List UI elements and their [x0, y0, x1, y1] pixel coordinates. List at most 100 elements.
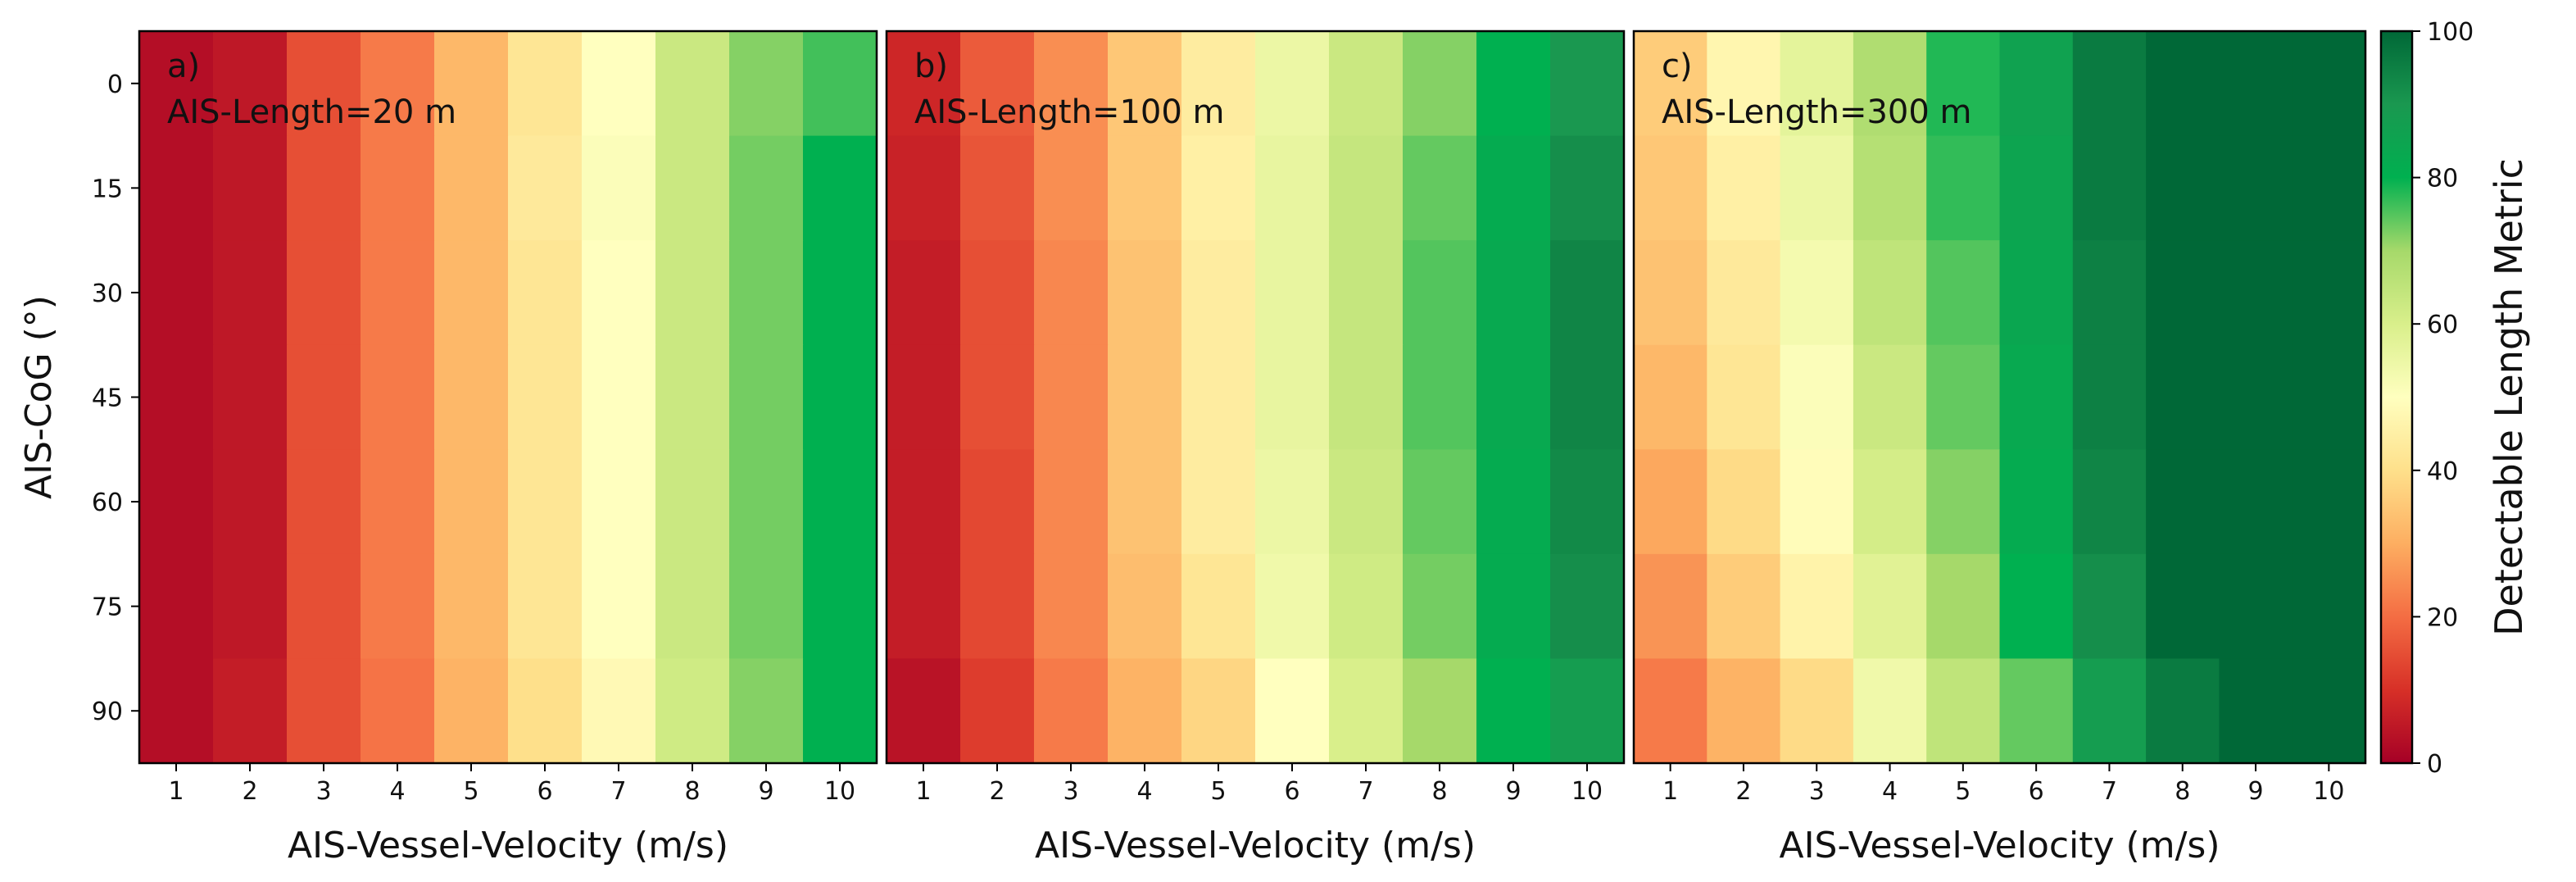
x-tick-label-c-8: 9 [2248, 777, 2264, 806]
heatmap-cell-b-r2-c2 [1034, 240, 1109, 346]
heatmap-cell-c-r4-c8 [2219, 449, 2293, 555]
heatmap-cell-a-r4-c3 [361, 449, 435, 555]
panel-title-a: AIS-Length=20 m [167, 93, 456, 131]
heatmap-cell-a-r0-c2 [287, 31, 361, 137]
heatmap-cell-c-r6-c9 [2292, 658, 2366, 764]
heatmap-cell-a-r5-c2 [287, 553, 361, 660]
heatmap-cell-b-r3-c3 [1108, 344, 1182, 450]
heatmap-cell-c-r1-c4 [1926, 135, 2001, 241]
heatmap-cell-a-r6-c8 [729, 658, 804, 764]
heatmap-cell-a-r2-c6 [582, 240, 656, 346]
heatmap-cell-a-r3-c0 [139, 344, 214, 450]
heatmap-cell-b-r5-c3 [1108, 553, 1182, 660]
heatmap-cell-c-r1-c9 [2292, 135, 2366, 241]
heatmap-cell-c-r1-c3 [1853, 135, 1927, 241]
heatmap-cell-c-r0-c3 [1853, 31, 1927, 137]
heatmap-cell-c-r1-c7 [2146, 135, 2220, 241]
heatmap-cell-b-r5-c6 [1329, 553, 1404, 660]
colorbar: 0 20 40 60 80 100 Detectable Length Metric [2379, 18, 2531, 779]
heatmap-cell-c-r2-c4 [1926, 240, 2001, 346]
x-tick-label-b-1: 2 [989, 777, 1005, 806]
heatmap-cell-b-r1-c5 [1255, 135, 1330, 241]
y-tick-label-0: 0 [107, 70, 123, 99]
heatmap-cell-a-r6-c9 [803, 658, 878, 764]
heatmap-cell-b-r4-c4 [1181, 449, 1256, 555]
heatmap-cell-a-r5-c9 [803, 553, 878, 660]
heatmap-cell-b-r6-c0 [887, 658, 961, 764]
heatmap-cell-b-r3-c0 [887, 344, 961, 450]
heatmap-cell-a-r5-c8 [729, 553, 804, 660]
heatmap-cell-c-r3-c5 [1999, 344, 2074, 450]
heatmap-cell-a-r4-c4 [434, 449, 509, 555]
heatmap-cell-b-r6-c7 [1403, 658, 1477, 764]
heatmap-cell-a-r1-c1 [213, 135, 288, 241]
heatmap-cell-c-r3-c6 [2072, 344, 2147, 450]
heatmap-cell-a-r0-c9 [803, 31, 878, 137]
heatmap-cell-c-r5-c6 [2072, 553, 2147, 660]
heatmap-cell-a-r1-c6 [582, 135, 656, 241]
heatmap-cell-a-r4-c9 [803, 449, 878, 555]
heatmap-cell-b-r6-c4 [1181, 658, 1256, 764]
heatmap-cell-b-r4-c6 [1329, 449, 1404, 555]
heatmap-cell-b-r3-c2 [1034, 344, 1109, 450]
heatmap-cell-b-r2-c5 [1255, 240, 1330, 346]
heatmap-cell-a-r2-c3 [361, 240, 435, 346]
x-tick-label-b-0: 1 [915, 777, 931, 806]
heatmap-cell-a-r3-c6 [582, 344, 656, 450]
heatmap-cell-a-r1-c9 [803, 135, 878, 241]
heatmap-cell-b-r2-c3 [1108, 240, 1182, 346]
heatmap-cell-b-r0-c3 [1108, 31, 1182, 137]
x-tick-label-a-3: 4 [389, 777, 405, 806]
heatmap-cell-c-r5-c4 [1926, 553, 2001, 660]
heatmap-cell-b-r6-c9 [1550, 658, 1625, 764]
x-tick-label-a-1: 2 [242, 777, 257, 806]
x-tick-label-c-7: 8 [2175, 777, 2190, 806]
heatmap-cell-a-r6-c1 [213, 658, 288, 764]
heatmap-cell-c-r6-c3 [1853, 658, 1927, 764]
heatmap-cell-c-r5-c3 [1853, 553, 1927, 660]
heatmap-cell-b-r4-c9 [1550, 449, 1625, 555]
heatmap-cell-c-r6-c4 [1926, 658, 2001, 764]
heatmap-cell-b-r2-c6 [1329, 240, 1404, 346]
y-tick-label-3: 45 [92, 384, 123, 413]
heatmap-cell-a-r4-c2 [287, 449, 361, 555]
heatmap-cell-b-r5-c8 [1476, 553, 1551, 660]
heatmap-cell-c-r0-c1 [1707, 31, 1781, 137]
heatmap-cell-a-r6-c2 [287, 658, 361, 764]
heatmap-cell-a-r4-c7 [655, 449, 730, 555]
x-axis-label-a: AIS-Vessel-Velocity (m/s) [288, 825, 728, 866]
heatmap-cell-b-r5-c7 [1403, 553, 1477, 660]
heatmap-cell-a-r1-c0 [139, 135, 214, 241]
heatmap-cell-a-r5-c3 [361, 553, 435, 660]
heatmap-cell-c-r4-c5 [1999, 449, 2074, 555]
heatmap-cell-c-r1-c8 [2219, 135, 2293, 241]
heatmap-cell-b-r0-c4 [1181, 31, 1256, 137]
heatmap-cell-b-r4-c3 [1108, 449, 1182, 555]
heatmap-cell-a-r6-c6 [582, 658, 656, 764]
heatmap-cell-c-r5-c5 [1999, 553, 2074, 660]
heatmap-cell-c-r3-c9 [2292, 344, 2366, 450]
heatmap-cell-c-r5-c7 [2146, 553, 2220, 660]
heatmap-cell-a-r0-c8 [729, 31, 804, 137]
heatmap-cell-b-r1-c9 [1550, 135, 1625, 241]
heatmap-cell-a-r5-c4 [434, 553, 509, 660]
heatmap-cell-b-r1-c4 [1181, 135, 1256, 241]
heatmap-cell-b-r1-c2 [1034, 135, 1109, 241]
heatmap-cell-b-r6-c6 [1329, 658, 1404, 764]
panel-title-c: AIS-Length=300 m [1662, 93, 1972, 131]
heatmap-cell-a-r1-c3 [361, 135, 435, 241]
x-tick-label-b-8: 9 [1505, 777, 1521, 806]
heatmap-cell-b-r3-c6 [1329, 344, 1404, 450]
x-tick-label-b-9: 10 [1571, 777, 1603, 806]
heatmap-cell-a-r0-c5 [508, 31, 583, 137]
heatmap-cell-c-r6-c8 [2219, 658, 2293, 764]
heatmap-cell-a-r0-c3 [361, 31, 435, 137]
x-tick-label-a-6: 7 [610, 777, 626, 806]
heatmap-cell-a-r1-c5 [508, 135, 583, 241]
heatmap-cell-c-r0-c5 [1999, 31, 2074, 137]
heatmap-cell-c-r3-c2 [1780, 344, 1854, 450]
x-axis-label-b: AIS-Vessel-Velocity (m/s) [1035, 825, 1476, 866]
heatmap-cell-b-r6-c5 [1255, 658, 1330, 764]
heatmap-cell-c-r0-c7 [2146, 31, 2220, 137]
